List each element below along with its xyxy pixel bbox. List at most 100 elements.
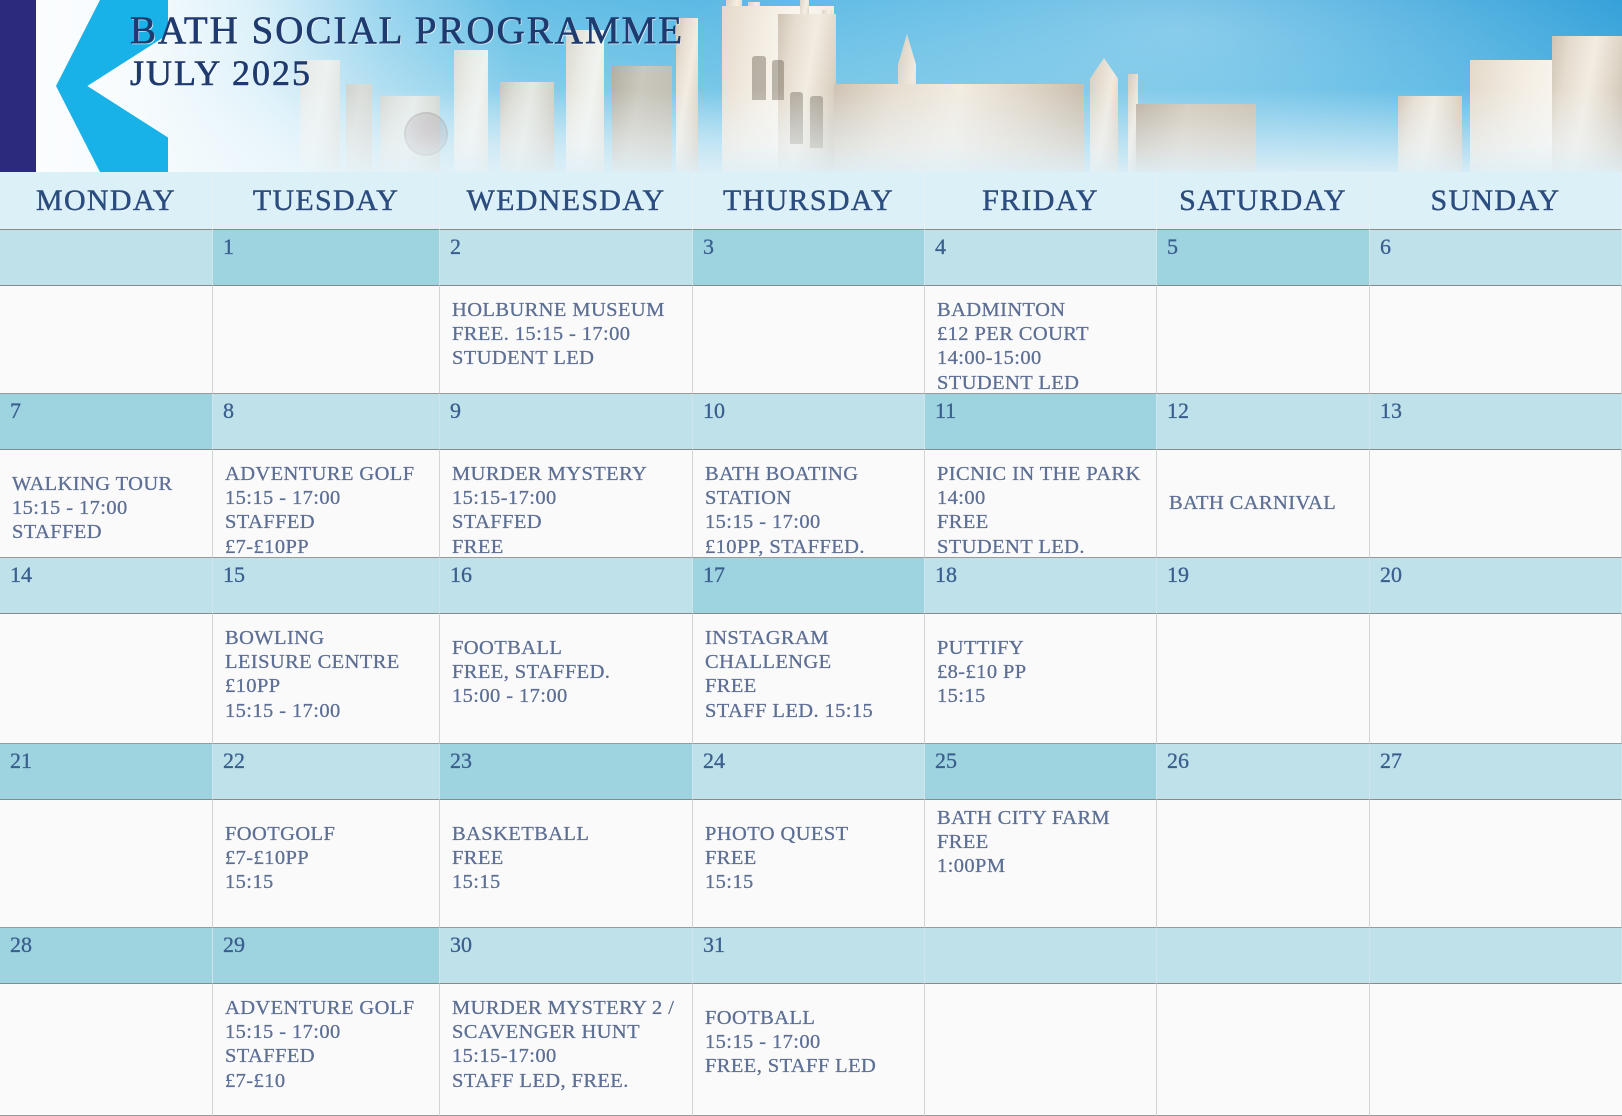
date-cell-empty[interactable] — [925, 928, 1157, 984]
date-cell-6[interactable]: 6 — [1370, 230, 1622, 286]
event-cell-empty[interactable] — [693, 286, 925, 394]
event-cell-thursday-w2[interactable]: BATH BOATING STATION 15:15 - 17:00 £10PP, S… — [693, 450, 925, 558]
event-title: BADMINTON — [937, 299, 1066, 321]
event-detail: STUDENT LED — [452, 347, 595, 370]
date-cell-4[interactable]: 4 — [925, 230, 1157, 286]
calendar-grid: MONDAY TUESDAY WEDNESDAY THURSDAY FRIDAY SATU… — [0, 172, 1622, 1116]
event-cell-thursday-w5[interactable]: FOOTBALL 15:15 - 17:00 FREE, STAFF LED — [693, 984, 925, 1116]
date-cell-21[interactable]: 21 — [0, 744, 213, 800]
event-detail: LEISURE CENTRE — [225, 651, 400, 674]
date-cell-31[interactable]: 31 — [693, 928, 925, 984]
date-cell-14[interactable]: 14 — [0, 558, 213, 614]
date-cell-empty[interactable] — [1157, 928, 1370, 984]
date-cell-1[interactable]: 1 — [213, 230, 440, 286]
date-cell-empty[interactable] — [0, 230, 213, 286]
date-cell-19[interactable]: 19 — [1157, 558, 1370, 614]
event-title: BATH CARNIVAL — [1169, 492, 1337, 515]
event-cell-wednesday-w2[interactable]: MURDER MYSTERY 15:15-17:00 STAFFED FREE — [440, 450, 693, 558]
event-cell-empty[interactable] — [1370, 450, 1622, 558]
date-cell-23[interactable]: 23 — [440, 744, 693, 800]
event-detail: £12 PER COURT — [937, 323, 1090, 346]
event-cell-thursday-w4[interactable]: PHOTO QUEST FREE 15:15 — [693, 800, 925, 928]
date-cell-7[interactable]: 7 — [0, 394, 213, 450]
event-detail: STAFF LED, FREE. — [452, 1069, 629, 1092]
event-cell-wednesday-w4[interactable]: BASKETBALL FREE 15:15 — [440, 800, 693, 928]
event-title: FOOTBALL — [705, 1007, 816, 1029]
day-header-monday: MONDAY — [0, 172, 213, 230]
event-cell-empty[interactable] — [1157, 984, 1370, 1116]
event-cell-wednesday-w3[interactable]: FOOTBALL FREE, STAFFED. 15:00 - 17:00 — [440, 614, 693, 744]
event-cell-tuesday-w4[interactable]: FOOTGOLF £7-£10PP 15:15 — [213, 800, 440, 928]
navy-accent-bar — [0, 0, 36, 172]
event-detail: STAFFED — [225, 511, 316, 534]
date-cell-5[interactable]: 5 — [1157, 230, 1370, 286]
event-cell-monday-w2[interactable]: WALKING TOUR 15:15 - 17:00 STAFFED — [0, 450, 213, 558]
date-cell-20[interactable]: 20 — [1370, 558, 1622, 614]
event-cell-empty[interactable] — [1370, 614, 1622, 744]
event-title: PUTTIFY — [937, 637, 1025, 659]
date-cell-9[interactable]: 9 — [440, 394, 693, 450]
event-cell-saturday-w2[interactable]: BATH CARNIVAL — [1157, 450, 1370, 558]
date-cell-30[interactable]: 30 — [440, 928, 693, 984]
event-cell-wednesday-w1[interactable]: HOLBURNE MUSEUM FREE. 15:15 - 17:00 STUDEN… — [440, 286, 693, 394]
event-cell-wednesday-w5[interactable]: MURDER MYSTERY 2 /SCAVENGER HUNT 15:15-17… — [440, 984, 693, 1116]
date-cell-12[interactable]: 12 — [1157, 394, 1370, 450]
event-detail: 15:15-17:00 — [452, 1045, 557, 1068]
date-cell-28[interactable]: 28 — [0, 928, 213, 984]
event-cell-tuesday-w5[interactable]: ADVENTURE GOLF 15:15 - 17:00 STAFFED £7-£10 — [213, 984, 440, 1116]
event-cell-thursday-w3[interactable]: INSTAGRAM CHALLENGE FREE STAFF LED. 15:15 — [693, 614, 925, 744]
date-cell-18[interactable]: 18 — [925, 558, 1157, 614]
date-cell-27[interactable]: 27 — [1370, 744, 1622, 800]
event-detail: STAFF LED. 15:15 — [705, 699, 874, 722]
date-cell-15[interactable]: 15 — [213, 558, 440, 614]
date-cell-3[interactable]: 3 — [693, 230, 925, 286]
date-cell-17[interactable]: 17 — [693, 558, 925, 614]
date-cell-2[interactable]: 2 — [440, 230, 693, 286]
date-cell-11[interactable]: 11 — [925, 394, 1157, 450]
event-cell-friday-w4[interactable]: BATH CITY FARM FREE 1:00PM — [925, 800, 1157, 928]
event-cell-friday-w2[interactable]: PICNIC IN THE PARK 14:00 FREE STUDENT LED. — [925, 450, 1157, 558]
event-title: MURDER MYSTERY — [452, 463, 648, 485]
event-detail: 15:15 - 17:00 — [225, 487, 341, 510]
banner-title-group: BATH SOCIAL PROGRAMME JULY 2025 — [130, 9, 684, 94]
day-header-thursday: THURSDAY — [693, 172, 925, 230]
date-cell-25[interactable]: 25 — [925, 744, 1157, 800]
event-cell-friday-w1[interactable]: BADMINTON £12 PER COURT 14:00-15:00 STUDENT… — [925, 286, 1157, 394]
event-cell-empty[interactable] — [1157, 286, 1370, 394]
event-cell-empty[interactable] — [213, 286, 440, 394]
event-detail: FREE — [937, 511, 989, 534]
event-detail: 15:15 - 17:00 — [225, 699, 341, 722]
event-title: WALKING TOUR — [12, 473, 173, 495]
event-title: FOOTGOLF — [225, 823, 336, 845]
date-cell-22[interactable]: 22 — [213, 744, 440, 800]
date-cell-8[interactable]: 8 — [213, 394, 440, 450]
event-cell-empty[interactable] — [925, 984, 1157, 1116]
date-cell-16[interactable]: 16 — [440, 558, 693, 614]
event-cell-empty[interactable] — [1157, 614, 1370, 744]
date-cell-29[interactable]: 29 — [213, 928, 440, 984]
page-subtitle: JULY 2025 — [130, 53, 313, 94]
event-cell-empty[interactable] — [0, 614, 213, 744]
day-header-tuesday: TUESDAY — [213, 172, 440, 230]
event-cell-tuesday-w2[interactable]: ADVENTURE GOLF 15:15 - 17:00 STAFFED £7-£10… — [213, 450, 440, 558]
event-detail: £10PP, STAFFED. — [705, 535, 865, 558]
date-cell-26[interactable]: 26 — [1157, 744, 1370, 800]
event-cell-empty[interactable] — [0, 286, 213, 394]
event-detail: £7-£10 — [225, 1069, 286, 1092]
event-cell-empty[interactable] — [1157, 800, 1370, 928]
event-detail: 15:15 - 17:00 — [225, 1021, 341, 1044]
date-cell-10[interactable]: 10 — [693, 394, 925, 450]
event-cell-empty[interactable] — [0, 800, 213, 928]
event-detail: 15:00 - 17:00 — [452, 685, 568, 708]
event-cell-empty[interactable] — [0, 984, 213, 1116]
event-cell-empty[interactable] — [1370, 286, 1622, 394]
date-cell-24[interactable]: 24 — [693, 744, 925, 800]
event-cell-empty[interactable] — [1370, 800, 1622, 928]
date-cell-13[interactable]: 13 — [1370, 394, 1622, 450]
event-title: BASKETBALL — [452, 823, 590, 845]
event-detail: 15:15 — [452, 871, 501, 894]
event-cell-empty[interactable] — [1370, 984, 1622, 1116]
event-cell-friday-w3[interactable]: PUTTIFY £8-£10 PP 15:15 — [925, 614, 1157, 744]
date-cell-empty[interactable] — [1370, 928, 1622, 984]
event-cell-tuesday-w3[interactable]: BOWLING LEISURE CENTRE £10PP 15:15 - 17:00 — [213, 614, 440, 744]
